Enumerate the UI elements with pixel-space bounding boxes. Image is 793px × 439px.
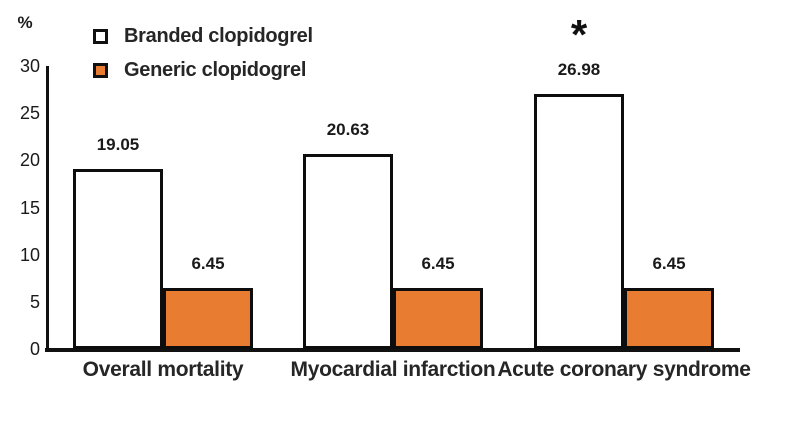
y-tick-label: 10 (19, 244, 40, 265)
bar (534, 94, 624, 349)
bar (624, 288, 714, 349)
y-tick-label: 5 (29, 291, 40, 312)
legend: Branded clopidogrel Generic clopidogrel (93, 24, 313, 92)
category-label: Acute coronary syndrome (497, 358, 751, 381)
bar (163, 288, 253, 349)
bar-value-label: 20.63 (326, 120, 370, 140)
category-label: Overall mortality (82, 358, 244, 381)
legend-marker-branded-icon (93, 28, 108, 44)
y-tick-label: 15 (19, 197, 40, 218)
legend-label-branded: Branded clopidogrel (124, 24, 313, 47)
legend-marker-generic-icon (93, 62, 108, 78)
y-tick-label: 30 (19, 56, 40, 76)
significance-asterisk: * (570, 11, 588, 59)
y-axis-line (46, 66, 49, 350)
x-axis-line (45, 348, 740, 352)
bar (393, 288, 483, 349)
category-label: Myocardial infarction (290, 358, 496, 381)
legend-item-branded: Branded clopidogrel (93, 24, 313, 48)
y-axis-unit-label: % (17, 13, 33, 32)
legend-label-generic: Generic clopidogrel (124, 58, 307, 81)
y-tick-label: 0 (29, 339, 40, 359)
bar-value-label: 6.45 (191, 254, 225, 274)
bar (303, 154, 393, 349)
y-tick-label: 20 (19, 150, 40, 171)
legend-item-generic: Generic clopidogrel (93, 58, 313, 82)
bar-value-label: 6.45 (421, 254, 455, 274)
bar-value-label: 26.98 (557, 60, 601, 80)
bar-value-label: 6.45 (652, 254, 686, 274)
bar-value-label: 19.05 (96, 135, 140, 155)
y-tick-label: 25 (19, 103, 40, 124)
bar (73, 169, 163, 349)
